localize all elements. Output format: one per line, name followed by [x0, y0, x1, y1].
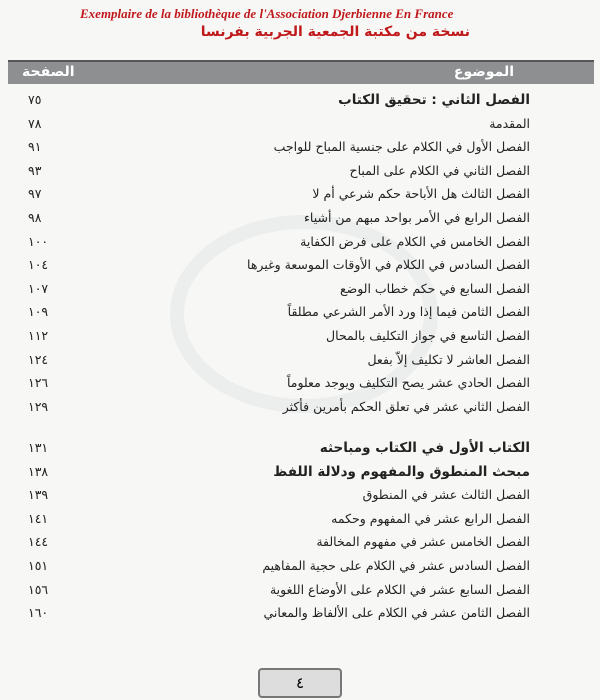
toc-entry-page: ١٠٠ [28, 233, 49, 249]
toc-entry-title: الفصل السابع عشر في الكلام على الأوضاع ا… [269, 581, 530, 597]
toc-entry-page: ٩٣ [28, 162, 42, 178]
toc-entry-title: الفصل الثالث عشر في المنطوق [362, 487, 530, 503]
toc-entry-title: الفصل العاشر لا تكليف إلاّ بفعل [367, 351, 530, 367]
toc-entry-page: ١٤١ [28, 510, 49, 526]
toc-entry-page: ١٦٠ [28, 605, 49, 621]
toc-entry-title: الفصل الثالث هل الأباحة حكم شرعي أم لا [312, 186, 530, 202]
toc-entry-page: ١٢٩ [28, 398, 49, 414]
toc-entry-page: ١٢٤ [28, 351, 49, 367]
toc-entry-page: ١٥٦ [28, 581, 49, 597]
toc-entry-page: ١٠٩ [28, 304, 49, 320]
toc-entry-page: ٩٧ [28, 186, 42, 202]
toc-entry-title: الفصل الثامن فيما إذا ورد الأمر الشرعي م… [287, 304, 530, 320]
toc-entry-title: الفصل الخامس في الكلام على فرض الكفاية [300, 233, 530, 249]
toc-entry-page: ٧٨ [28, 115, 42, 131]
toc-entry-page: ١٥١ [28, 558, 49, 573]
toc-entry-page: ١١٢ [28, 328, 49, 343]
toc-entry-title: الفصل السادس في الكلام في الأوقات الموسع… [247, 257, 530, 273]
section-heading-title: الفصل الثاني : تحقيق الكتاب [338, 92, 530, 108]
subheading-page: ١٣٨ [28, 463, 49, 479]
toc-entry-page: ١٠٧ [28, 280, 49, 296]
section-heading-title: الكتاب الأول في الكتاب ومباحثه [319, 440, 530, 456]
section-heading-page: ١٣١ [28, 440, 49, 455]
toc-entry-title: الفصل الأول في الكلام على جنسية المباح ل… [273, 139, 530, 155]
subject-header: الموضوع [453, 64, 514, 80]
toc-entry-page: ٩١ [28, 139, 42, 155]
toc-entry-title: الفصل السابع في حكم خطاب الوضع [339, 280, 530, 296]
toc-entry-title: الفصل الحادي عشر يصح التكليف ويوجد معلوم… [286, 375, 530, 391]
toc-entry-title: الفصل التاسع في جواز التكليف بالمحال [326, 328, 530, 343]
toc-entry-title: الفصل الثاني في الكلام على المباح [349, 162, 531, 178]
toc-entry-page: ١٠٤ [28, 257, 49, 273]
toc-entry-title: الفصل الثاني عشر في تعلق الحكم بأمرين فأ… [282, 398, 530, 414]
table-header: الموضوع الصفحة [8, 60, 594, 84]
toc-entry-title: الفصل الرابع عشر في المفهوم وحكمه [331, 510, 530, 526]
section-heading-page: ٧٥ [28, 92, 42, 107]
toc-entry-title: الفصل السادس عشر في الكلام على حجية المف… [262, 558, 530, 573]
toc-entry-title: المقدمة [489, 115, 530, 131]
toc-entry-title: الفصل الخامس عشر في مفهوم المخالفة [316, 534, 530, 550]
toc-entry-page: ١٤٤ [28, 534, 49, 550]
french-stamp: Exemplaire de la bibliothèque de l'Assoc… [80, 6, 454, 21]
subheading-title: مبحث المنطوق والمفهوم ودلالة اللفظ [273, 463, 530, 480]
toc-entry-page: ٩٨ [28, 210, 42, 225]
toc-entry-page: ١٢٦ [28, 375, 49, 391]
arabic-stamp: نسخة من مكتبة الجمعية الجربية بفرنسا [200, 24, 470, 40]
toc-entry-title: الفصل الرابع في الأمر بواحد مبهم من أشيا… [304, 210, 530, 225]
toc-entry-title: الفصل الثامن عشر في الكلام على الألفاظ و… [263, 605, 530, 621]
page-number: ٤ [258, 668, 342, 698]
page-header: الصفحة [22, 64, 75, 80]
toc-entry-page: ١٣٩ [28, 487, 49, 503]
